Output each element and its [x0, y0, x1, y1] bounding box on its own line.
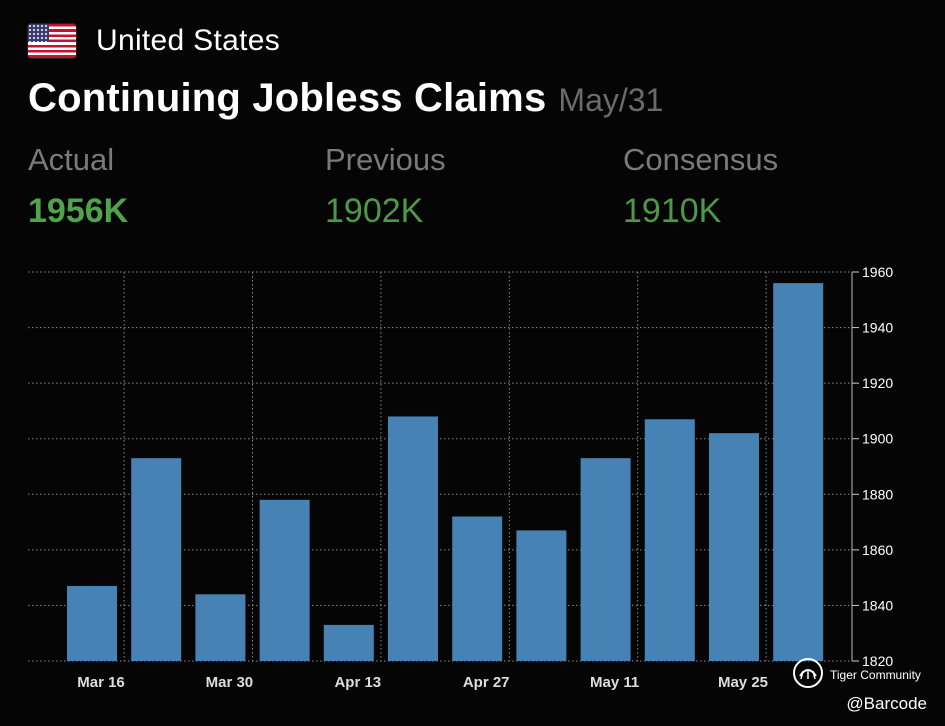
- y-tick-label: 1960: [862, 264, 893, 280]
- y-tick-label: 1860: [862, 542, 893, 558]
- watermark-layer: Tiger Community: [793, 658, 921, 688]
- flag-canton: [28, 24, 49, 42]
- x-tick-label: Mar 16: [77, 674, 125, 691]
- stats-row: Actual 1956K Previous 1902K Consensus 19…: [28, 142, 928, 232]
- bar: [709, 433, 759, 661]
- x-tick-label: Apr 13: [334, 674, 381, 691]
- bar: [323, 624, 374, 661]
- page-title: Continuing Jobless Claims: [28, 76, 547, 120]
- actual-value: 1956K: [28, 192, 129, 230]
- bar: [773, 283, 824, 661]
- bar: [131, 458, 182, 661]
- bar: [580, 458, 631, 661]
- tiger-logo-icon: [793, 658, 823, 688]
- previous-value: 1902K: [325, 192, 424, 230]
- period-label: May/31: [558, 82, 664, 118]
- x-tick-label: May 11: [590, 674, 639, 691]
- y-tick-label: 1940: [862, 320, 893, 336]
- bar: [195, 594, 246, 661]
- y-tick-label: 1880: [862, 486, 893, 502]
- consensus-label: Consensus: [623, 142, 779, 177]
- country-label: United States: [96, 24, 281, 57]
- bar: [516, 530, 567, 661]
- consensus-value: 1910K: [623, 192, 722, 230]
- bar: [259, 499, 310, 661]
- watermark-handle: @Barcode: [846, 694, 927, 713]
- x-tick-label: Apr 27: [463, 674, 510, 691]
- bar: [67, 585, 117, 661]
- y-tick-label: 1840: [862, 597, 893, 613]
- y-tick-label: 1820: [862, 653, 893, 669]
- y-tick-label: 1900: [862, 431, 893, 447]
- bar: [644, 419, 695, 661]
- title-row: Continuing Jobless Claims May/31: [28, 76, 663, 121]
- header: United States: [28, 24, 280, 58]
- x-tick-label: May 25: [718, 674, 768, 691]
- stat-consensus: Consensus 1910K: [623, 142, 778, 231]
- bar: [452, 516, 503, 661]
- axis-layer: 1820 1840 1860 1880 1900 1920 1940 1960 Mar 16 Ma…: [77, 264, 893, 691]
- previous-label: Previous: [325, 142, 446, 177]
- stat-actual: Actual 1956K: [28, 142, 128, 231]
- bar: [388, 416, 438, 661]
- actual-label: Actual: [28, 142, 115, 177]
- watermark-community-label: Tiger Community: [830, 668, 921, 682]
- stat-previous: Previous 1902K: [325, 142, 446, 231]
- bar-layer: [67, 283, 824, 661]
- us-flag-icon: [28, 24, 76, 58]
- y-tick-label: 1920: [862, 375, 893, 391]
- x-tick-label: Mar 30: [206, 674, 254, 691]
